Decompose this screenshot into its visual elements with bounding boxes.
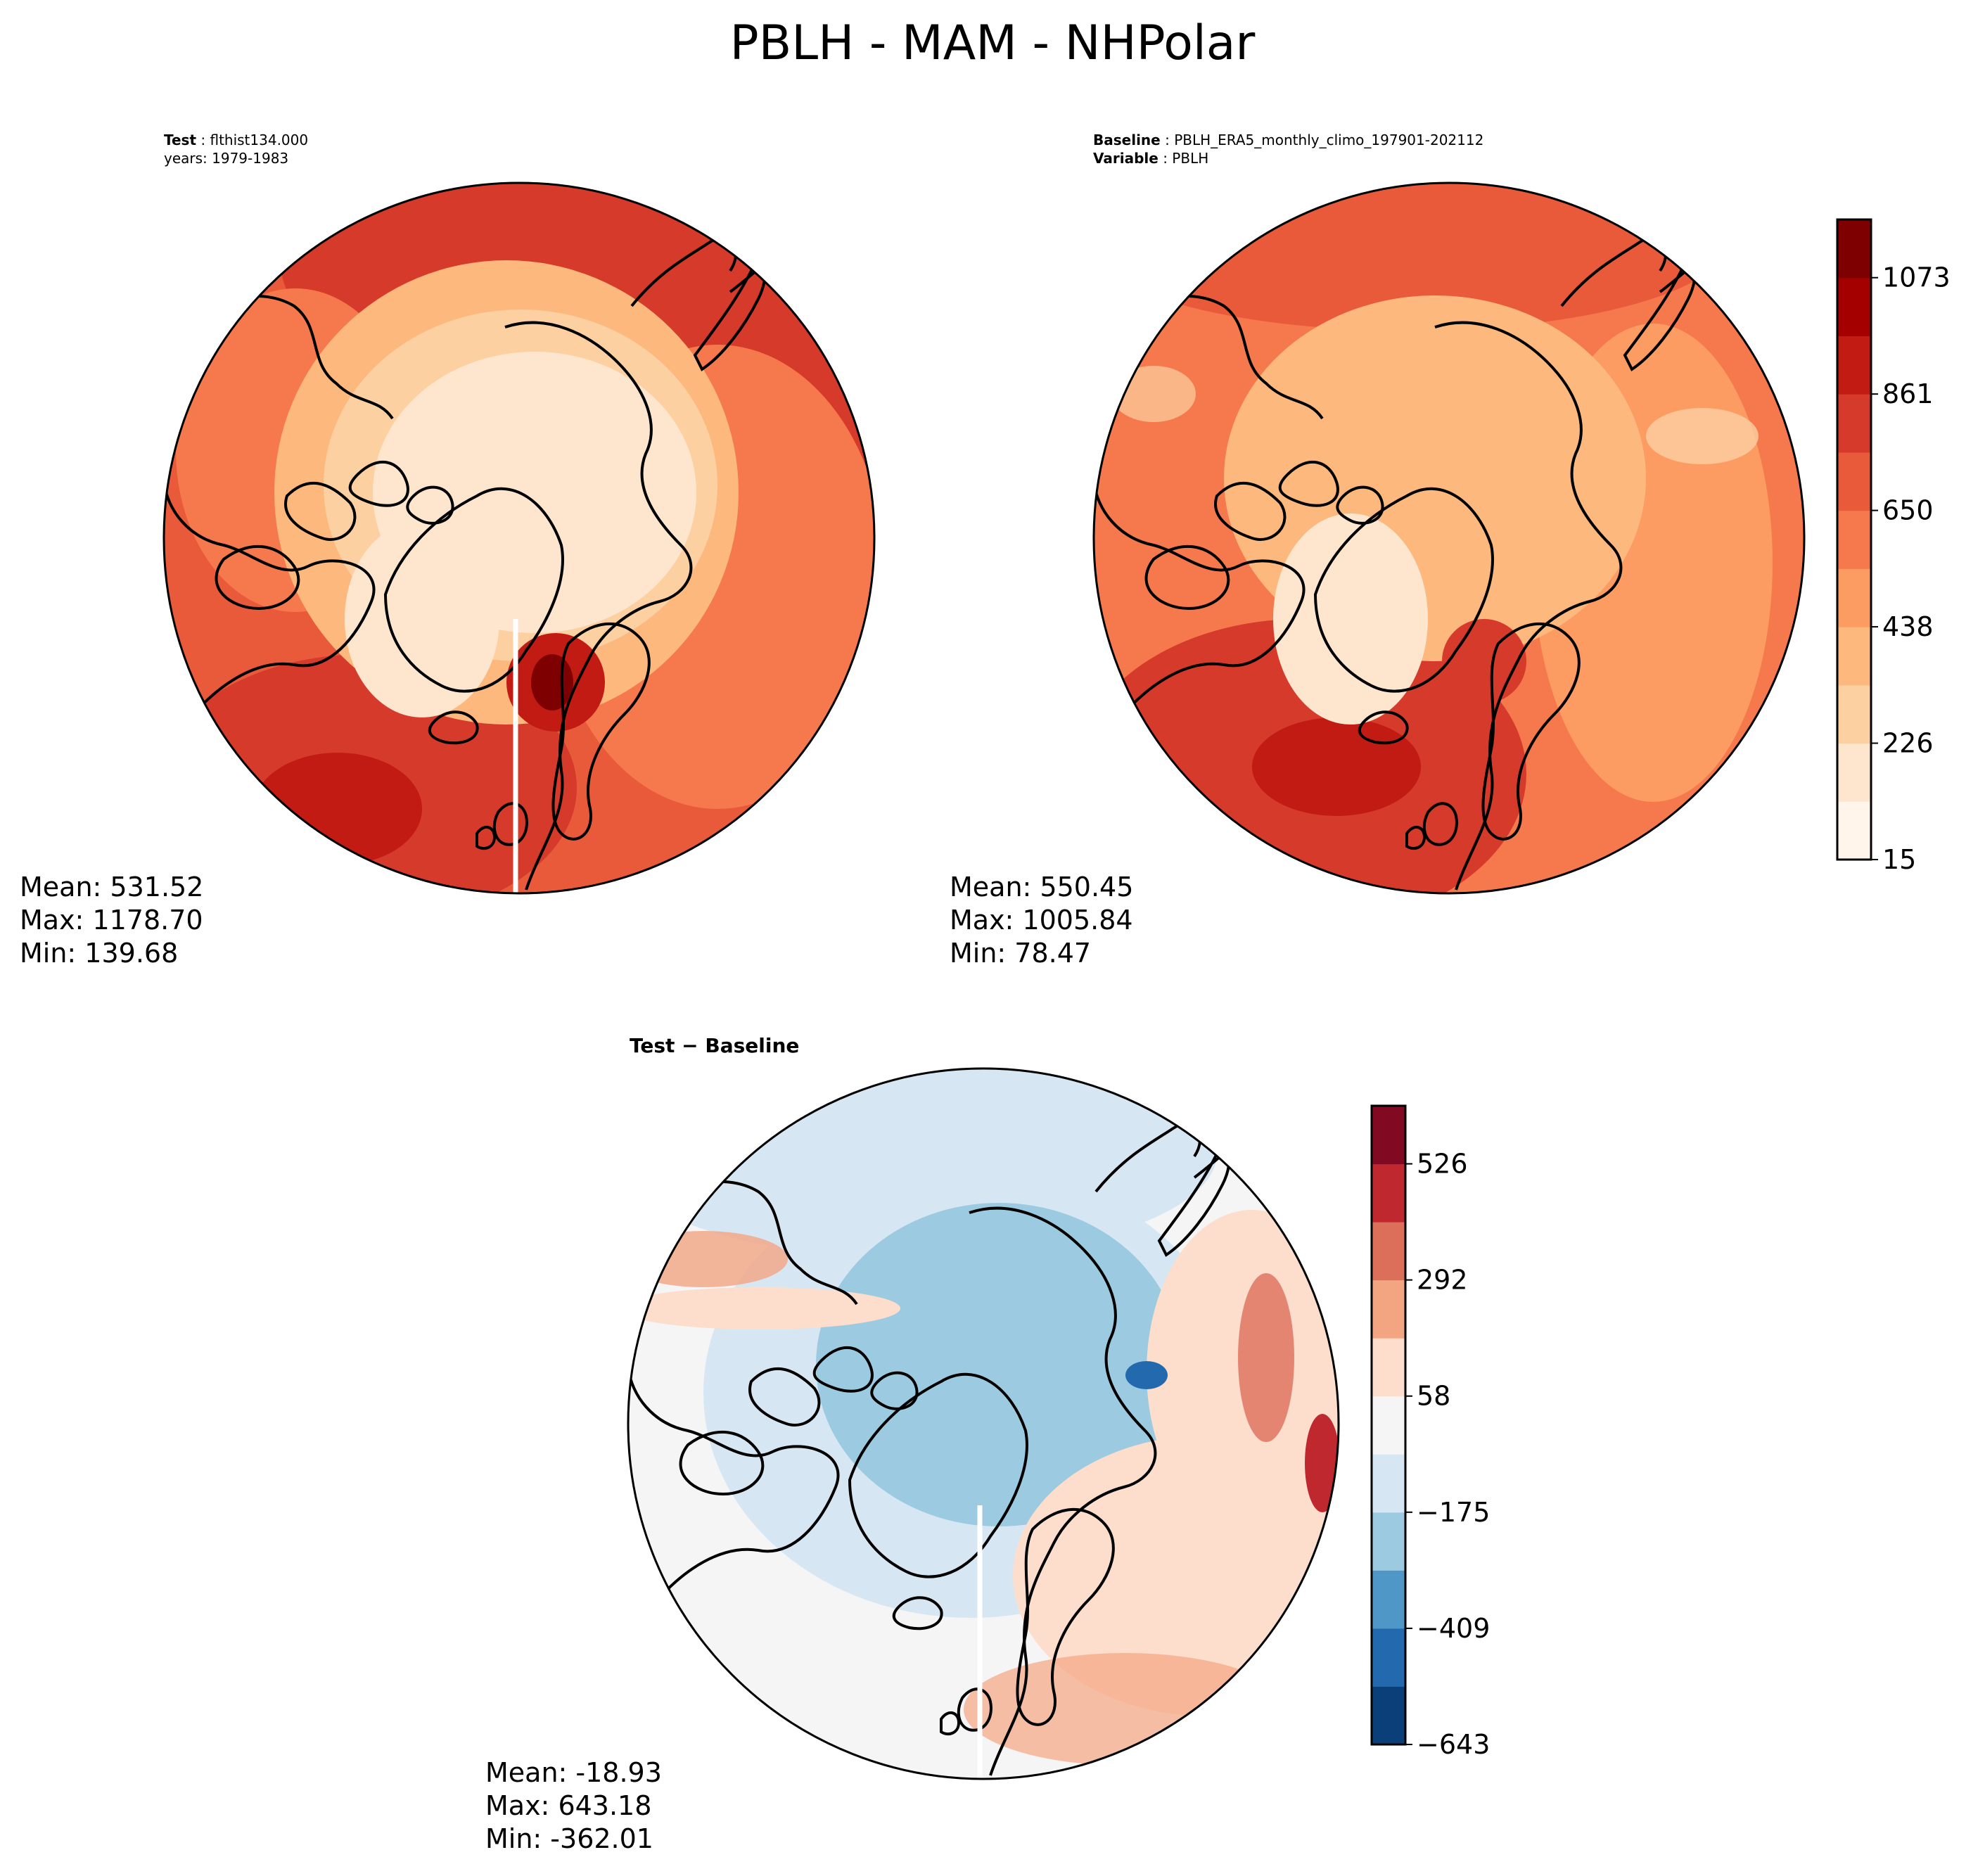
diff-title: Test − Baseline [630,1034,800,1057]
colorbar-diff-border [1370,1104,1407,1746]
diff-max: Max: 643.18 [485,1790,652,1821]
test-case: flthist134.000 [210,132,309,148]
colorbar-main-tick-label: 650 [1882,495,1934,526]
colorbar-diff: −643 −409 −175 58 292 526 [1370,1104,1490,1760]
colorbar-diff-color-9 [1372,1163,1405,1223]
colorbar-diff-tick-label: −409 [1417,1613,1490,1644]
test-label: Test [164,132,197,148]
colorbar-main-tick-label: 1073 [1882,262,1951,293]
baseline-variable: PBLH [1172,150,1209,167]
colorbar-main-color-6 [1837,452,1871,511]
colorbar-main-color-5 [1837,510,1871,569]
colorbar-main-color-3 [1837,627,1871,686]
test-header: Test : flthist134.000 years: 1979-1983 [164,132,309,167]
baseline-header: Baseline : PBLH_ERA5_monthly_climo_19790… [1093,132,1484,167]
colorbar-main-color-2 [1837,684,1871,744]
colorbar-diff-tick-label: 292 [1417,1265,1468,1296]
colorbar-diff-tick-label: −175 [1417,1497,1490,1528]
variable-label: Variable [1093,150,1159,167]
colorbar-main-border [1836,218,1872,861]
colorbar-diff-color-2 [1372,1570,1405,1629]
baseline-label: Baseline [1093,132,1161,148]
colorbar-main: 15 226 438 650 861 1073 [1836,218,1951,875]
colorbar-diff-color-5 [1372,1396,1405,1455]
colorbar-main-tick-label: 226 [1882,728,1934,759]
colorbar-diff-tick-label: 526 [1417,1149,1468,1180]
colorbar-main-color-9 [1837,277,1871,336]
test-map [162,181,876,895]
colorbar-diff-color-8 [1372,1222,1405,1281]
colorbar-main-tick-label: 861 [1882,378,1934,409]
test-stats: Mean: 531.52 Max: 1178.70 Min: 139.68 [20,871,203,970]
colorbar-main-tick-label: 15 [1882,844,1916,875]
test-max: Max: 1178.70 [20,905,203,936]
colorbar-main-color-0 [1837,801,1871,860]
colorbar-main-tick-label: 438 [1882,611,1934,642]
colorbar-main-color-7 [1837,394,1871,453]
colorbar-diff-color-6 [1372,1338,1405,1397]
colorbar-main-color-8 [1837,336,1871,395]
diff-min: Min: -362.01 [485,1823,653,1854]
baseline-case: PBLH_ERA5_monthly_climo_197901-202112 [1174,132,1484,148]
colorbar-diff-color-7 [1372,1280,1405,1339]
colorbar-diff-color-10 [1372,1106,1405,1165]
test-min: Min: 139.68 [20,938,179,969]
test-mean: Mean: 531.52 [20,872,204,902]
colorbar-diff-tick-label: 58 [1417,1381,1450,1412]
baseline-map [1092,181,1806,895]
colorbar-main-color-4 [1837,568,1871,627]
diff-mean: Mean: -18.93 [485,1757,662,1788]
colorbar-diff-color-0 [1372,1686,1405,1745]
diff-stats: Mean: -18.93 Max: 643.18 Min: -362.01 [485,1756,662,1856]
colorbar-diff-color-4 [1372,1454,1405,1513]
baseline-min: Min: 78.47 [950,938,1092,969]
colorbar-main-color-1 [1837,743,1871,802]
diff-map [627,1067,1340,1780]
colorbar-main-color-10 [1837,219,1871,279]
colorbar-diff-color-1 [1372,1628,1405,1687]
test-years: years: 1979-1983 [164,150,289,167]
colorbar-diff-color-3 [1372,1512,1405,1571]
baseline-max: Max: 1005.84 [950,905,1133,936]
figure-title: PBLH - MAM - NHPolar [729,15,1256,71]
colorbar-diff-tick-label: −643 [1417,1729,1490,1760]
baseline-stats: Mean: 550.45 Max: 1005.84 Min: 78.47 [950,871,1133,970]
baseline-mean: Mean: 550.45 [950,872,1134,902]
